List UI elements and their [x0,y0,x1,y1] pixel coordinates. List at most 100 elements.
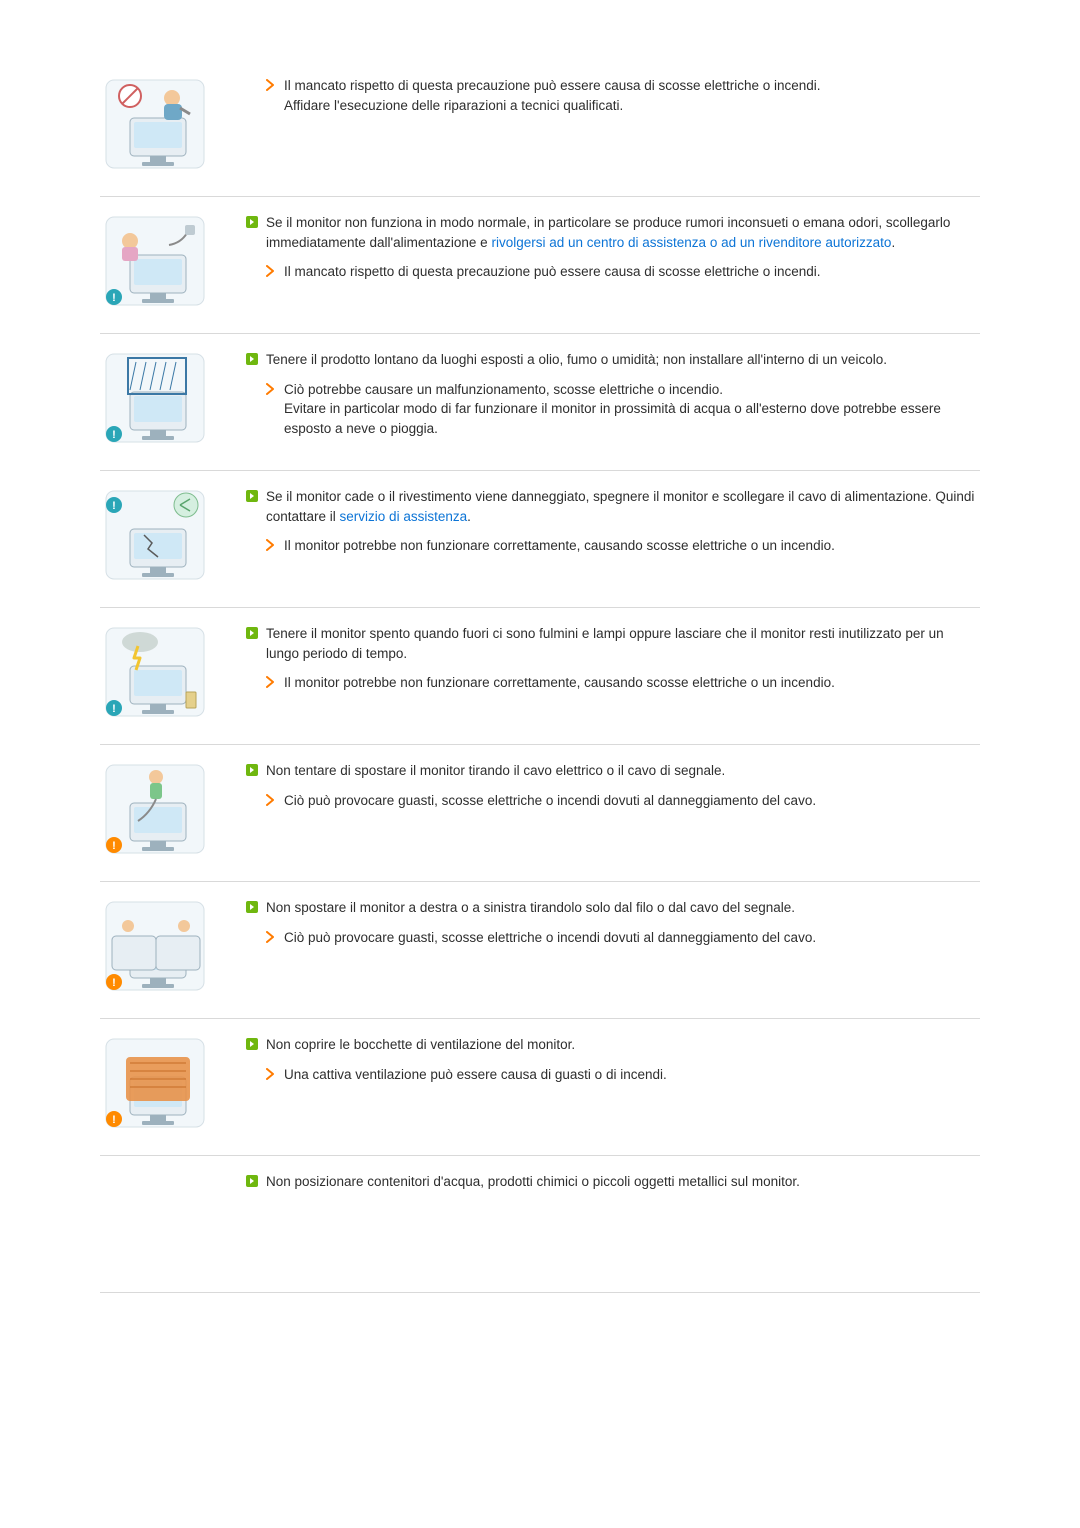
lead-text: Tenere il monitor spento quando fuori ci… [266,624,980,663]
lead-line: Tenere il monitor spento quando fuori ci… [246,624,980,663]
green-arrow-bullet-icon [246,1175,258,1187]
content-column: Tenere il monitor spento quando fuori ci… [240,622,980,697]
lead-line: Non coprire le bocchette di ventilazione… [246,1035,980,1055]
sub-line: Ciò può provocare guasti, scosse elettri… [266,928,980,948]
lead-text: Non posizionare contenitori d'acqua, pro… [266,1172,980,1192]
safety-section: ! Tenere il prodotto lontano da luoghi e… [100,334,980,471]
safety-section: Il mancato rispetto di questa precauzion… [100,60,980,197]
sub-line: Ciò potrebbe causare un malfunzionamento… [266,380,980,439]
sub-text-main: Il monitor potrebbe non funzionare corre… [284,538,835,553]
safety-section: ! Se il monitor non funziona in modo nor… [100,197,980,334]
content-column: Se il monitor cade o il rivestimento vie… [240,485,980,560]
lead-text-before: Tenere il prodotto lontano da luoghi esp… [266,352,887,367]
cover-vents-icon: ! [100,1033,210,1133]
green-arrow-bullet-icon [246,216,258,228]
move-sideways-icon: ! [100,896,210,996]
safety-section: ! Non coprire le bocchette di ventilazio… [100,1019,980,1156]
sub-text-main: Il monitor potrebbe non funzionare corre… [284,675,835,690]
orange-caret-icon [266,265,274,277]
lead-text: Non tentare di spostare il monitor tiran… [266,761,980,781]
sub-text-main: Ciò può provocare guasti, scosse elettri… [284,930,816,945]
illustration-column: ! [100,622,240,722]
green-arrow-bullet-icon [246,901,258,913]
content-column: Non spostare il monitor a destra o a sin… [240,896,980,951]
green-arrow-bullet-icon [246,764,258,776]
sub-line: Il monitor potrebbe non funzionare corre… [266,673,980,693]
lightning-monitor-icon: ! [100,622,210,722]
safety-section: ! Tenere il monitor spento quando fuori … [100,608,980,745]
safety-section: Non posizionare contenitori d'acqua, pro… [100,1156,980,1293]
service-link[interactable]: servizio di assistenza [340,509,468,524]
lead-text-before: Non tentare di spostare il monitor tiran… [266,763,725,778]
orange-caret-icon [266,383,274,395]
lead-text: Non coprire le bocchette di ventilazione… [266,1035,980,1055]
green-arrow-bullet-icon [246,627,258,639]
green-arrow-bullet-icon [246,901,258,913]
illustration-column: ! [100,759,240,859]
lead-text: Tenere il prodotto lontano da luoghi esp… [266,350,980,370]
sub-text: Il monitor potrebbe non funzionare corre… [284,536,980,556]
sub-text: Ciò può provocare guasti, scosse elettri… [284,928,980,948]
svg-text:!: ! [112,977,116,989]
content-column: Il mancato rispetto di questa precauzion… [240,74,980,119]
green-arrow-bullet-icon [246,764,258,776]
sub-text: Il monitor potrebbe non funzionare corre… [284,673,980,693]
lead-line: Tenere il prodotto lontano da luoghi esp… [246,350,980,370]
lead-line: Se il monitor non funziona in modo norma… [246,213,980,252]
orange-caret-icon [266,539,274,551]
sub-text-main: Ciò può provocare guasti, scosse elettri… [284,793,816,808]
svg-text:!: ! [112,429,116,441]
sub-text: Il mancato rispetto di questa precauzion… [284,76,980,115]
pull-cable-icon: ! [100,759,210,859]
service-link[interactable]: rivolgersi ad un centro di assistenza o … [491,235,891,250]
sub-line: Il monitor potrebbe non funzionare corre… [266,536,980,556]
safety-section: ! Se il monitor cade o il rivestimento v… [100,471,980,608]
repairman-monitor-icon [100,74,210,174]
green-arrow-bullet-icon [246,353,258,365]
lead-text-after: . [891,235,895,250]
orange-caret-icon [266,794,274,806]
svg-text:!: ! [112,703,116,715]
content-column: Tenere il prodotto lontano da luoghi esp… [240,348,980,442]
humidity-monitor-icon: ! [100,348,210,448]
svg-text:!: ! [112,500,116,512]
sub-text-extra: Affidare l'esecuzione delle riparazioni … [284,98,623,113]
illustration-column: ! [100,1033,240,1133]
orange-caret-icon [266,676,274,688]
lead-text-before: Tenere il monitor spento quando fuori ci… [266,626,944,661]
illustration-column: ! [100,348,240,448]
sub-line: Ciò può provocare guasti, scosse elettri… [266,791,980,811]
lead-line: Non posizionare contenitori d'acqua, pro… [246,1172,980,1192]
orange-caret-icon [266,794,274,806]
lead-text-before: Non posizionare contenitori d'acqua, pro… [266,1174,800,1189]
cracked-monitor-icon: ! [100,485,210,585]
illustration-column [100,1170,240,1270]
content-column: Se il monitor non funziona in modo norma… [240,211,980,286]
sub-text-main: Una cattiva ventilazione può essere caus… [284,1067,667,1082]
green-arrow-bullet-icon [246,1038,258,1050]
sub-line: Una cattiva ventilazione può essere caus… [266,1065,980,1085]
sub-text: Il mancato rispetto di questa precauzion… [284,262,980,282]
orange-caret-icon [266,676,274,688]
green-arrow-bullet-icon [246,627,258,639]
green-arrow-bullet-icon [246,490,258,502]
sub-text-main: Ciò potrebbe causare un malfunzionamento… [284,382,723,397]
orange-caret-icon [266,265,274,277]
svg-text:!: ! [112,840,116,852]
lead-line: Se il monitor cade o il rivestimento vie… [246,487,980,526]
green-arrow-bullet-icon [246,1175,258,1187]
sub-line: Il mancato rispetto di questa precauzion… [266,76,980,115]
illustration-column: ! [100,211,240,311]
sub-text-main: Il mancato rispetto di questa precauzion… [284,264,821,279]
content-column: Non coprire le bocchette di ventilazione… [240,1033,980,1088]
unplug-monitor-icon: ! [100,211,210,311]
green-arrow-bullet-icon [246,1038,258,1050]
sub-text: Ciò potrebbe causare un malfunzionamento… [284,380,980,439]
green-arrow-bullet-icon [246,216,258,228]
lead-text: Non spostare il monitor a destra o a sin… [266,898,980,918]
lead-text: Se il monitor cade o il rivestimento vie… [266,487,980,526]
orange-caret-icon [266,931,274,943]
green-arrow-bullet-icon [246,490,258,502]
orange-caret-icon [266,1068,274,1080]
illustration-column: ! [100,896,240,996]
